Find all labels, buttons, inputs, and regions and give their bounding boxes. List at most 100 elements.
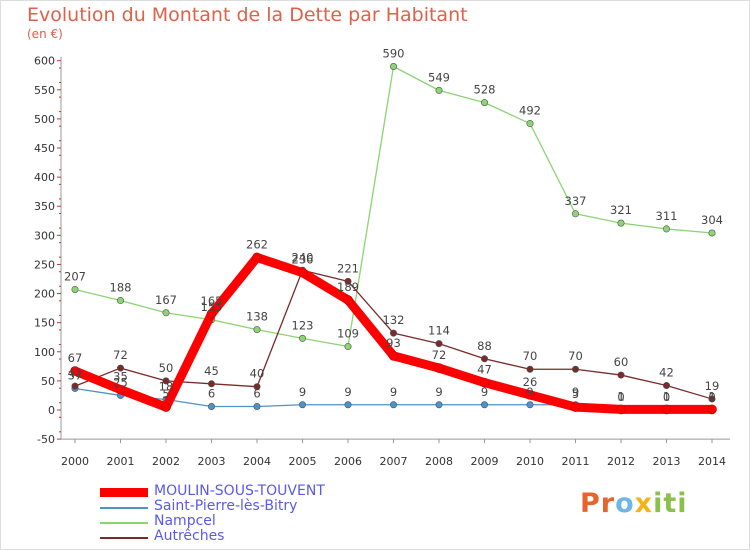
data-point-3 bbox=[389, 329, 397, 337]
legend-swatch-nampcel bbox=[100, 522, 148, 524]
data-label-1: 9 bbox=[299, 385, 306, 399]
data-label-2: 138 bbox=[246, 310, 268, 324]
data-label-2: 337 bbox=[565, 194, 587, 208]
data-label-0: 5 bbox=[572, 387, 579, 401]
data-label-1: 25 bbox=[113, 375, 128, 389]
x-tick-label: 2011 bbox=[562, 455, 590, 468]
y-tick-label: 250 bbox=[34, 258, 55, 271]
data-label-1: 9 bbox=[344, 385, 351, 399]
data-point-3 bbox=[617, 371, 625, 379]
y-tick-label: 350 bbox=[34, 200, 55, 213]
legend-swatch-autreches bbox=[100, 537, 148, 539]
data-label-3: 45 bbox=[204, 364, 219, 378]
legend-swatch-moulin bbox=[100, 488, 148, 497]
data-label-0: 189 bbox=[337, 280, 359, 294]
data-label-2: 167 bbox=[155, 293, 177, 307]
x-tick-label: 2004 bbox=[243, 455, 271, 468]
x-tick-label: 2010 bbox=[516, 455, 544, 468]
data-label-2: 123 bbox=[292, 318, 314, 332]
data-point-1 bbox=[298, 401, 306, 409]
data-label-3: 50 bbox=[159, 361, 174, 375]
data-label-0: 93 bbox=[386, 336, 401, 350]
data-point-1 bbox=[389, 401, 397, 409]
y-tick-label: 150 bbox=[34, 317, 55, 330]
data-point-3 bbox=[162, 377, 170, 385]
x-tick-label: 2014 bbox=[698, 455, 726, 468]
data-point-1 bbox=[253, 403, 261, 411]
data-label-3: 41 bbox=[68, 366, 83, 380]
data-point-2 bbox=[708, 229, 716, 237]
data-label-3: 40 bbox=[250, 367, 265, 381]
data-label-2: 311 bbox=[656, 209, 678, 223]
y-tick-label: 50 bbox=[41, 375, 55, 388]
data-label-1: 0 bbox=[617, 390, 624, 404]
data-label-0: 47 bbox=[477, 363, 492, 377]
data-label-3: 240 bbox=[292, 250, 314, 264]
data-point-0 bbox=[616, 404, 626, 415]
data-label-1: 6 bbox=[208, 387, 215, 401]
data-label-2: 528 bbox=[474, 83, 496, 97]
data-label-0: 5 bbox=[162, 387, 169, 401]
data-point-2 bbox=[344, 343, 352, 351]
data-point-2 bbox=[662, 225, 670, 233]
data-point-3 bbox=[526, 365, 534, 373]
x-tick-label: 2013 bbox=[653, 455, 681, 468]
data-label-1: 9 bbox=[572, 385, 579, 399]
data-label-1: 0 bbox=[663, 390, 670, 404]
data-label-3: 42 bbox=[659, 366, 674, 380]
data-label-0: 1 bbox=[617, 389, 624, 403]
data-label-3: 70 bbox=[568, 349, 583, 363]
data-point-3 bbox=[571, 365, 579, 373]
data-label-1: 37 bbox=[68, 368, 83, 382]
data-label-2: 549 bbox=[428, 70, 450, 84]
y-tick-label: 200 bbox=[34, 288, 55, 301]
data-point-1 bbox=[344, 401, 352, 409]
data-point-2 bbox=[571, 210, 579, 218]
data-point-0 bbox=[297, 267, 308, 278]
data-label-3: 19 bbox=[705, 379, 720, 393]
x-tick-label: 2001 bbox=[107, 455, 135, 468]
data-point-0 bbox=[161, 402, 171, 412]
x-tick-label: 2007 bbox=[380, 455, 408, 468]
y-tick-label: 300 bbox=[34, 229, 55, 242]
x-tick-label: 2008 bbox=[425, 455, 453, 468]
data-point-0 bbox=[388, 351, 399, 361]
data-point-3 bbox=[708, 395, 716, 403]
data-point-2 bbox=[617, 219, 625, 227]
data-label-1: 9 bbox=[435, 385, 442, 399]
data-point-0 bbox=[570, 402, 581, 412]
data-point-0 bbox=[70, 366, 80, 376]
x-tick-label: 2005 bbox=[289, 455, 317, 468]
data-label-0: 236 bbox=[292, 253, 314, 267]
data-label-2: 109 bbox=[337, 327, 359, 341]
data-point-2 bbox=[253, 326, 261, 334]
data-point-0 bbox=[434, 363, 444, 373]
data-label-0: 1 bbox=[708, 389, 715, 403]
data-label-1: 9 bbox=[390, 385, 397, 399]
data-point-3 bbox=[480, 355, 488, 363]
data-label-1: 6 bbox=[253, 387, 260, 401]
data-label-0: 26 bbox=[523, 375, 538, 389]
y-tick-label: 450 bbox=[34, 142, 55, 155]
data-label-2: 321 bbox=[610, 203, 632, 217]
data-label-3: 114 bbox=[428, 324, 450, 338]
y-tick-label: 500 bbox=[34, 113, 55, 126]
legend-label-saint-pierre: Saint-Pierre-lès-Bitry bbox=[154, 498, 298, 514]
chart-title: Evolution du Montant de la Dette par Hab… bbox=[27, 4, 468, 26]
data-point-2 bbox=[298, 334, 306, 342]
data-label-1: 9 bbox=[526, 385, 533, 399]
data-label-3: 221 bbox=[337, 261, 359, 275]
x-tick-label: 2009 bbox=[471, 455, 499, 468]
data-label-2: 207 bbox=[64, 269, 86, 283]
data-point-0 bbox=[707, 404, 717, 415]
data-point-2 bbox=[480, 99, 488, 107]
data-point-0 bbox=[661, 404, 672, 415]
y-tick-label: 100 bbox=[34, 346, 55, 359]
x-tick-label: 2003 bbox=[198, 455, 226, 468]
data-point-1 bbox=[526, 401, 534, 409]
data-point-0 bbox=[343, 295, 353, 305]
legend-swatch-saint-pierre bbox=[100, 507, 148, 509]
data-point-2 bbox=[117, 297, 125, 305]
